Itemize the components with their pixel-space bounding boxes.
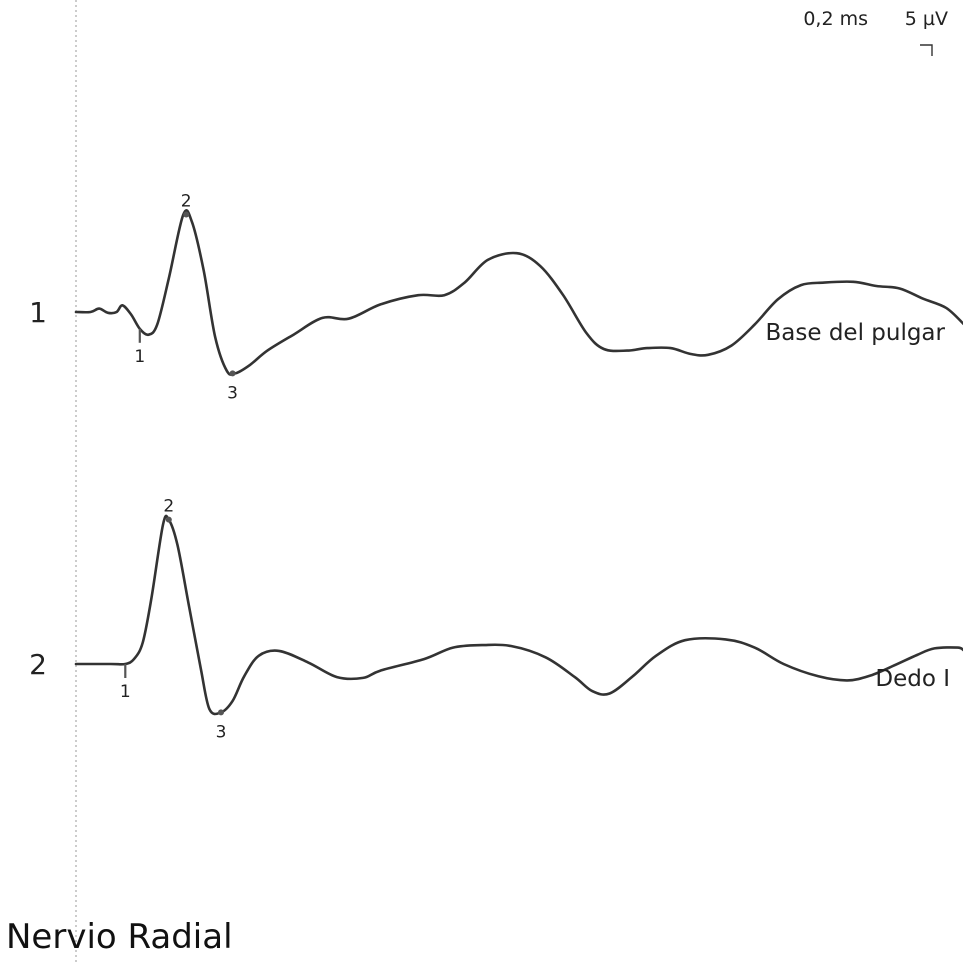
trace-1-number: 1 (29, 296, 47, 329)
traces-group: 1 Base del pulgar 1 2 3 2 Dedo I 1 2 3 (29, 192, 963, 742)
trace-2-number: 2 (29, 648, 47, 681)
trace-1-label: Base del pulgar (766, 320, 946, 346)
trace-2-marker-3 (218, 709, 224, 716)
trace-1-marker-2-label: 2 (181, 192, 192, 212)
trace-2-label: Dedo I (875, 666, 950, 692)
trace-2-marker-2 (165, 516, 172, 523)
trace-1-marker-3-label: 3 (227, 383, 238, 403)
trace-2-marker-2-label: 2 (163, 497, 174, 517)
trace-2-marker-1-label: 1 (120, 682, 131, 702)
trace-1-marker-3 (229, 370, 236, 377)
amplitude-scale-label: 5 µV (905, 8, 948, 30)
trace-1-line (74, 209, 963, 376)
time-scale-label: 0,2 ms (803, 8, 868, 30)
scale-bar (920, 44, 933, 56)
trace-1-marker-2 (183, 211, 190, 218)
trace-2-marker-3-label: 3 (216, 722, 227, 742)
trace-1-marker-1-label: 1 (134, 347, 145, 367)
chart-title: Nervio Radial (6, 917, 233, 957)
trace-2-line (74, 514, 963, 716)
